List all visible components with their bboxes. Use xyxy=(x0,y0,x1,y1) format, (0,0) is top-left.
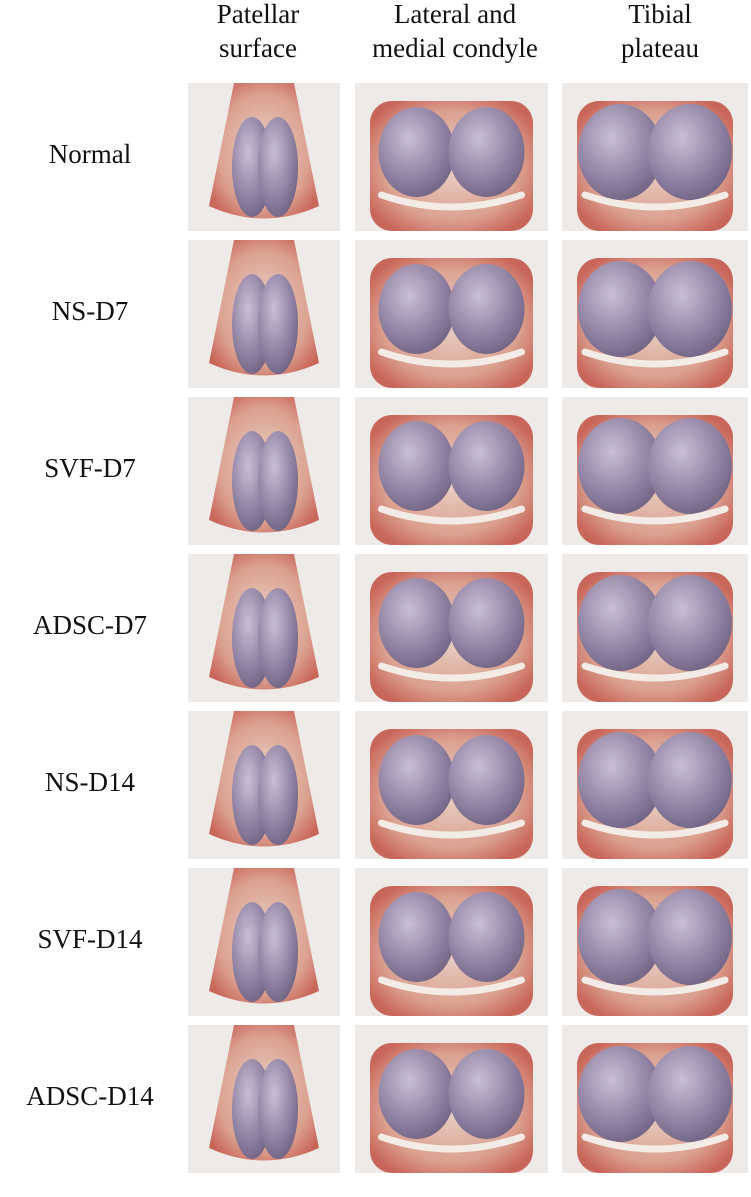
photo xyxy=(188,83,340,231)
meniscus xyxy=(378,348,525,368)
cartilage xyxy=(378,1049,455,1139)
photo xyxy=(562,554,748,702)
cartilage xyxy=(258,117,298,217)
photo xyxy=(355,554,548,702)
cartilage xyxy=(448,264,525,354)
meniscus xyxy=(378,1133,525,1153)
cartilage xyxy=(578,575,662,671)
photo xyxy=(188,554,340,702)
cartilage xyxy=(578,104,662,200)
cartilage xyxy=(258,274,298,374)
cartilage xyxy=(378,578,455,668)
row-label: ADSC-D14 xyxy=(26,1081,154,1111)
cartilage xyxy=(448,735,525,825)
cartilage xyxy=(378,892,455,982)
cartilage xyxy=(578,732,662,828)
photo xyxy=(188,711,340,859)
photo xyxy=(562,711,748,859)
meniscus xyxy=(581,819,729,839)
column-header: plateau xyxy=(621,33,699,63)
cartilage xyxy=(648,889,732,985)
photo xyxy=(355,1025,548,1173)
photo xyxy=(355,711,548,859)
cartilage xyxy=(648,261,732,357)
photo xyxy=(562,397,748,545)
cartilage xyxy=(648,418,732,514)
photo xyxy=(355,240,548,388)
cartilage xyxy=(448,1049,525,1139)
cartilage xyxy=(648,104,732,200)
row-label: NS-D14 xyxy=(45,767,136,797)
cartilage xyxy=(258,588,298,688)
cartilage xyxy=(448,107,525,197)
cartilage xyxy=(578,1046,662,1142)
cartilage xyxy=(448,578,525,668)
cartilage xyxy=(378,264,455,354)
row-label: NS-D7 xyxy=(52,296,129,326)
photo xyxy=(188,1025,340,1173)
row-label: ADSC-D7 xyxy=(33,610,147,640)
photo xyxy=(355,868,548,1016)
meniscus xyxy=(378,191,525,211)
meniscus xyxy=(378,976,525,996)
cartilage xyxy=(378,421,455,511)
photo xyxy=(562,240,748,388)
cartilage xyxy=(378,735,455,825)
column-header: Tibial xyxy=(628,0,692,29)
cartilage xyxy=(258,431,298,531)
photo xyxy=(188,868,340,1016)
meniscus xyxy=(581,505,729,525)
row-label: Normal xyxy=(49,139,131,169)
cartilage xyxy=(258,745,298,845)
row-label: SVF-D7 xyxy=(44,453,136,483)
column-header: Lateral and xyxy=(394,0,517,29)
photo xyxy=(355,83,548,231)
photo xyxy=(188,240,340,388)
cartilage xyxy=(258,902,298,1002)
photo xyxy=(562,868,748,1016)
meniscus xyxy=(378,662,525,682)
photo xyxy=(562,1025,748,1173)
cartilage xyxy=(258,1059,298,1159)
meniscus xyxy=(581,976,729,996)
meniscus xyxy=(378,505,525,525)
row-label: SVF-D14 xyxy=(37,924,143,954)
meniscus xyxy=(581,662,729,682)
cartilage xyxy=(648,575,732,671)
cartilage xyxy=(648,1046,732,1142)
cartilage xyxy=(448,892,525,982)
cartilage xyxy=(578,889,662,985)
meniscus xyxy=(581,1133,729,1153)
meniscus xyxy=(378,819,525,839)
photo xyxy=(355,397,548,545)
cartilage xyxy=(578,261,662,357)
photo xyxy=(562,83,748,231)
column-header: Patellar xyxy=(217,0,299,29)
column-header: medial condyle xyxy=(372,33,538,63)
meniscus xyxy=(581,348,729,368)
cartilage xyxy=(578,418,662,514)
photo xyxy=(188,397,340,545)
cartilage xyxy=(648,732,732,828)
cartilage xyxy=(448,421,525,511)
cartilage xyxy=(378,107,455,197)
meniscus xyxy=(581,191,729,211)
column-header: surface xyxy=(219,33,297,63)
